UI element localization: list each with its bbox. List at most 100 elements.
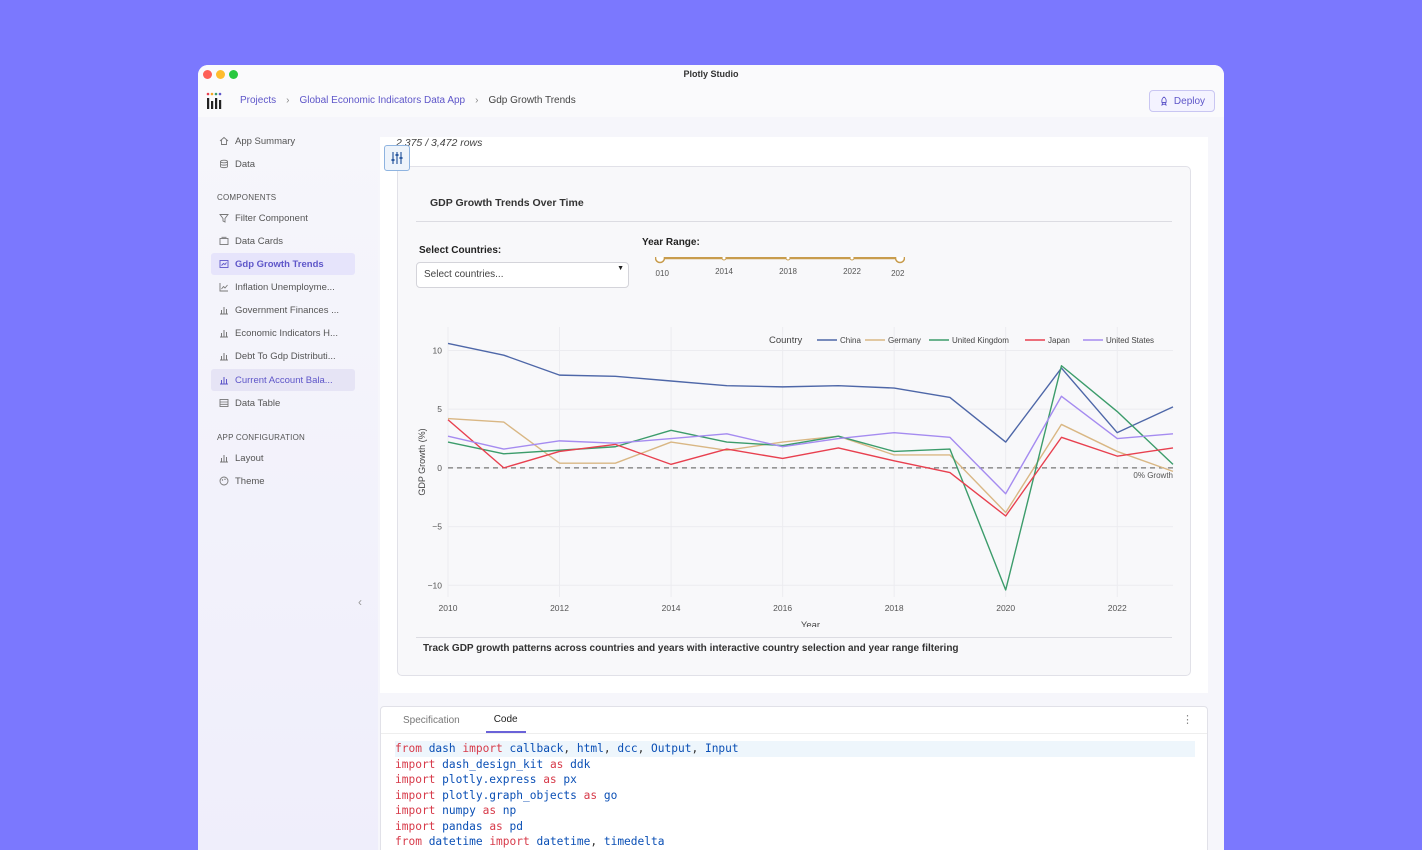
sidebar-item-label: Data [235, 158, 256, 170]
sidebar-item-data-cards[interactable]: Data Cards [211, 230, 355, 252]
sidebar-item-layout[interactable]: Layout [211, 447, 355, 469]
y-tick-label: −10 [428, 580, 443, 590]
bar-chart-icon [220, 330, 228, 338]
plotly-logo-icon[interactable] [206, 92, 224, 115]
close-window-button[interactable] [203, 70, 212, 79]
deploy-button[interactable]: Deploy [1149, 90, 1215, 112]
layout-icon [220, 455, 228, 463]
year-range-slider[interactable]: 2010 2014 2018 2022 2025 [655, 257, 905, 287]
series-line-united-kingdom [447, 365, 1174, 591]
code-line: from dash import callback, html, dcc, Ou… [395, 741, 1195, 757]
x-tick-label: 2012 [550, 603, 569, 613]
breadcrumb-app[interactable]: Global Economic Indicators Data App [299, 95, 466, 106]
slider-mark-dot [849, 257, 855, 261]
sidebar-item-economic-indicators[interactable]: Economic Indicators H... [211, 322, 355, 344]
home-icon [219, 136, 229, 145]
legend-entry: China [840, 336, 861, 345]
slider-mark-label: 2010 [655, 269, 669, 278]
sidebar-item-label: Data Cards [235, 235, 284, 247]
y-tick-label: −5 [432, 522, 442, 532]
country-select[interactable]: Select countries... ▼ [416, 262, 629, 288]
bar-chart-icon [220, 353, 228, 361]
x-tick-label: 2014 [662, 603, 681, 613]
slider-mark-dot [721, 257, 727, 261]
x-tick-label: 2016 [773, 603, 792, 613]
sidebar-item-label: Filter Component [235, 212, 308, 224]
sidebar: App Summary Data COMPONENTS Filter Compo… [198, 117, 378, 850]
collapse-sidebar-chevron-icon[interactable]: ‹ [358, 595, 362, 609]
gdp-growth-line-chart[interactable]: −10 −5 0 5 10 2010 2012 2014 2016 2018 2020 2022 0% … [398, 317, 1190, 627]
y-axis-title: GDP Growth (%) [417, 428, 427, 495]
legend-entry: United States [1106, 336, 1154, 345]
app-configuration-heading: APP CONFIGURATION [217, 433, 306, 442]
chevron-right-icon: › [286, 95, 290, 106]
database-icon [220, 159, 228, 169]
slider-mark-label: 2014 [715, 267, 733, 276]
y-tick-label: 5 [437, 404, 442, 414]
x-axis-title: Year [801, 620, 820, 627]
sidebar-item-current-account[interactable]: Current Account Bala... [211, 369, 355, 391]
year-range-label: Year Range: [642, 237, 700, 248]
sidebar-item-data-table[interactable]: Data Table [211, 392, 355, 414]
sidebar-item-label: Economic Indicators H... [235, 327, 338, 339]
sidebar-item-filter-component[interactable]: Filter Component [211, 207, 355, 229]
more-options-icon[interactable]: ⋮ [1182, 714, 1193, 726]
chevron-right-icon: › [475, 95, 479, 106]
tab-code[interactable]: Code [485, 707, 526, 733]
tab-specification[interactable]: Specification [403, 715, 460, 726]
sidebar-item-label: Theme [235, 475, 265, 487]
slider-mark-label: 2022 [843, 267, 861, 276]
x-tick-label: 2018 [885, 603, 904, 613]
row-count: 2,375 / 3,472 rows [396, 137, 483, 149]
maximize-window-button[interactable] [229, 70, 238, 79]
sidebar-item-data[interactable]: Data [211, 153, 355, 175]
code-editor[interactable]: from dash import callback, html, dcc, Ou… [395, 741, 1195, 850]
sidebar-item-label: Data Table [235, 397, 281, 409]
reference-line-label: 0% Growth [1133, 471, 1173, 480]
rocket-icon [1161, 96, 1167, 106]
series-line-china [447, 342, 1174, 443]
sidebar-item-debt-to-gdp[interactable]: Debt To Gdp Distributi... [211, 345, 355, 367]
sidebar-item-label: Debt To Gdp Distributi... [235, 350, 336, 362]
line-chart-icon [219, 283, 228, 292]
sidebar-item-government-finances[interactable]: Government Finances ... [211, 299, 355, 321]
sidebar-item-app-summary[interactable]: App Summary [211, 130, 355, 152]
legend-entry: Germany [888, 336, 921, 345]
y-tick-label: 10 [433, 345, 443, 355]
sidebar-item-label: App Summary [235, 135, 296, 147]
code-line: import numpy as np [395, 804, 517, 817]
minimize-window-button[interactable] [216, 70, 225, 79]
sliders-icon [391, 152, 403, 164]
code-line: import plotly.graph_objects as go [395, 788, 618, 802]
slider-handle-end[interactable] [894, 257, 905, 264]
chart-description: Track GDP growth patterns across countri… [423, 643, 959, 654]
components-heading: COMPONENTS [217, 193, 277, 202]
slider-handle-start[interactable] [655, 257, 666, 264]
code-line: import plotly.express as px [395, 773, 577, 786]
x-tick-label: 2022 [1108, 603, 1127, 613]
card-title: GDP Growth Trends Over Time [430, 197, 584, 209]
table-icon [219, 399, 229, 407]
cards-icon [219, 236, 229, 245]
code-line: from datetime import datetime, timedelta [395, 835, 665, 848]
breadcrumb-projects[interactable]: Projects [240, 95, 277, 106]
series-line-japan [447, 419, 1174, 517]
sidebar-item-theme[interactable]: Theme [211, 470, 355, 492]
x-tick-label: 2020 [996, 603, 1015, 613]
legend-entry: Japan [1048, 336, 1070, 345]
slider-mark-dot [785, 257, 791, 261]
divider [381, 733, 1207, 734]
sidebar-item-gdp-growth-trends[interactable]: Gdp Growth Trends [211, 253, 355, 275]
bar-chart-icon [220, 377, 228, 385]
filter-icon [219, 214, 229, 223]
chart-card: GDP Growth Trends Over Time Select Count… [397, 166, 1191, 676]
countries-label: Select Countries: [419, 245, 502, 256]
sidebar-item-inflation-unemployment[interactable]: Inflation Unemployme... [211, 276, 355, 298]
y-tick-label: 0 [437, 463, 442, 473]
filter-settings-button[interactable] [384, 145, 410, 171]
x-tick-label: 2010 [439, 603, 458, 613]
series-line-germany [447, 417, 1174, 514]
sidebar-item-label: Gdp Growth Trends [235, 258, 324, 270]
divider [416, 221, 1172, 222]
code-line: import pandas as pd [395, 819, 524, 833]
